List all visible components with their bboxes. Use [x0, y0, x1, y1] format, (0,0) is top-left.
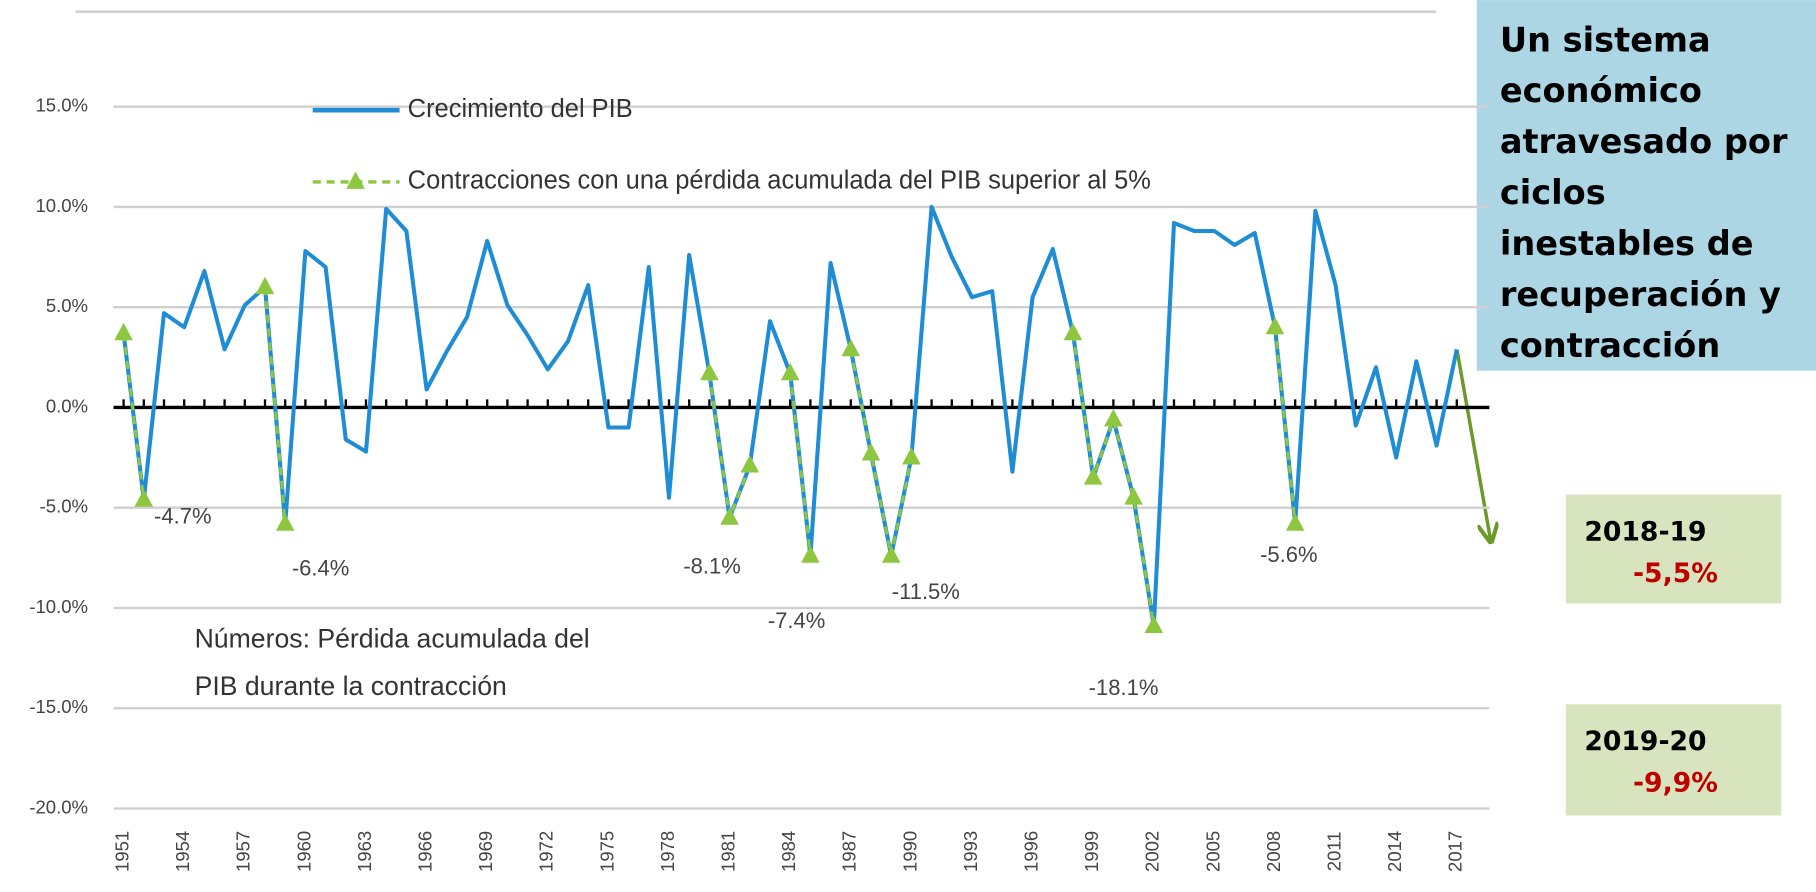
note: PIB durante la contracción [195, 671, 507, 701]
point-marker [1063, 322, 1083, 341]
x-tick-label: 2002 [1142, 831, 1163, 872]
x-tick-label: 2005 [1202, 831, 1223, 872]
annotation: -8.1% [683, 553, 740, 578]
y-tick-label: -20.0% [29, 796, 88, 817]
panel-text: recuperación y [1500, 275, 1781, 314]
y-tick-label: 15.0% [36, 95, 89, 116]
y-tick-label: 5.0% [46, 295, 88, 316]
x-tick-label: 2008 [1263, 831, 1284, 872]
point-marker [780, 362, 800, 381]
panel-text: ciclos [1500, 173, 1606, 212]
box-period: 2018-19 [1584, 516, 1706, 547]
x-tick-label: 1981 [717, 831, 738, 872]
x-tick-label: 1975 [596, 831, 617, 872]
point-marker [841, 338, 861, 357]
y-tick-label: 10.0% [36, 195, 89, 216]
panel-text: económico [1500, 71, 1702, 110]
point-marker [881, 545, 901, 563]
point-marker [1265, 316, 1285, 335]
legend-marker [346, 171, 365, 189]
x-tick-label: 1993 [960, 831, 981, 872]
x-tick-label: 1999 [1081, 831, 1102, 872]
point-marker [134, 489, 154, 507]
x-tick-label: 1966 [414, 831, 435, 872]
value-box [1565, 494, 1782, 604]
point-marker [801, 545, 820, 563]
point-marker [255, 276, 275, 295]
x-tick-label: 1969 [475, 831, 496, 872]
point-marker [720, 507, 739, 525]
x-tick-label: 1972 [536, 831, 557, 872]
x-tick-label: 1987 [839, 831, 860, 872]
box-value: -9,9% [1633, 768, 1718, 799]
point-marker [275, 513, 295, 531]
panel-text: Un sistema [1500, 20, 1711, 59]
point-marker [114, 322, 133, 341]
point-marker [1144, 615, 1164, 633]
legend-label: Crecimiento del PIB [408, 95, 633, 123]
x-tick-label: 1960 [293, 831, 314, 872]
x-tick-label: 1990 [899, 831, 920, 872]
box-value: -5,5% [1633, 558, 1718, 589]
arrow [1455, 349, 1491, 540]
x-tick-label: 1978 [657, 831, 678, 872]
x-tick-label: 2011 [1323, 831, 1344, 871]
point-marker [1124, 487, 1143, 505]
y-tick-label: -5.0% [40, 496, 88, 517]
point-marker [1104, 409, 1123, 427]
annotation: -18.1% [1089, 675, 1159, 700]
x-tick-label: 2017 [1445, 831, 1466, 872]
panel-text: inestables de [1500, 224, 1754, 263]
annotation: -5.6% [1260, 542, 1317, 567]
panel-text: contracción [1500, 326, 1720, 365]
note: Números: Pérdida acumulada del [195, 624, 590, 654]
legend-label: Contracciones con una pérdida acumulada … [408, 167, 1151, 195]
point-marker [1285, 513, 1305, 531]
panel-text: atravesado por [1500, 122, 1788, 161]
annotation: -11.5% [892, 579, 960, 604]
y-tick-label: 0.0% [46, 395, 88, 416]
x-tick-label: 1963 [354, 831, 375, 872]
point-marker [740, 455, 760, 473]
x-tick-label: 1984 [778, 831, 799, 872]
point-marker [902, 447, 921, 465]
annotation: -7.4% [768, 608, 825, 633]
annotation: -4.7% [154, 504, 211, 529]
point-marker [700, 362, 719, 381]
point-marker [1083, 467, 1103, 485]
x-tick-label: 1954 [172, 831, 193, 872]
x-tick-label: 2014 [1384, 831, 1405, 872]
x-tick-label: 1951 [111, 831, 132, 872]
annotation: -6.4% [292, 556, 349, 581]
panel-box [1476, 0, 1816, 371]
value-box [1565, 704, 1782, 816]
point-marker [861, 443, 881, 461]
x-tick-label: 1957 [233, 831, 254, 872]
x-tick-label: 1996 [1020, 831, 1041, 872]
y-tick-label: -10.0% [29, 596, 88, 617]
y-tick-label: -15.0% [29, 696, 88, 717]
box-period: 2019-20 [1584, 726, 1706, 757]
